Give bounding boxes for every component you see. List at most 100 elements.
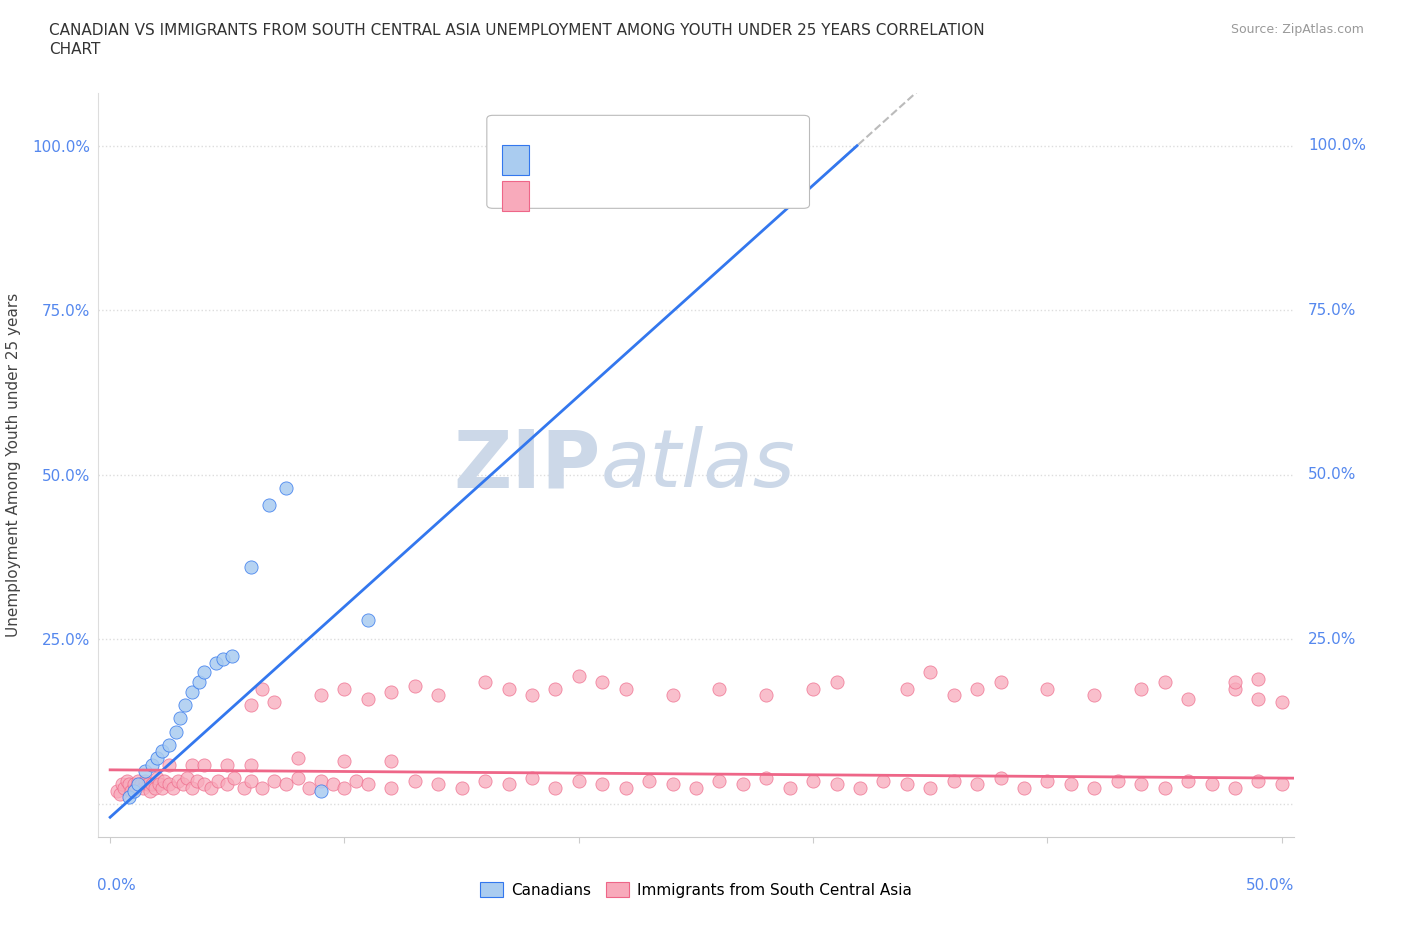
- Point: [165, 724, 187, 739]
- Point: [755, 770, 778, 785]
- Point: [709, 682, 731, 697]
- Point: [125, 780, 148, 795]
- Point: [122, 783, 145, 798]
- Point: [591, 675, 613, 690]
- Point: [614, 682, 637, 697]
- Point: [181, 757, 204, 772]
- Point: [474, 675, 496, 690]
- Point: [1012, 780, 1035, 795]
- Point: [143, 780, 166, 795]
- Point: [709, 774, 731, 789]
- Point: [427, 688, 450, 703]
- Point: [520, 770, 543, 785]
- Point: [1036, 682, 1059, 697]
- Point: [174, 698, 197, 712]
- Text: Source: ZipAtlas.com: Source: ZipAtlas.com: [1230, 23, 1364, 36]
- Point: [157, 777, 180, 791]
- Point: [150, 780, 173, 795]
- Point: [169, 711, 191, 726]
- Point: [380, 684, 402, 699]
- Point: [942, 688, 965, 703]
- Point: [134, 764, 156, 778]
- Point: [204, 655, 226, 670]
- Point: [146, 770, 169, 785]
- Point: [239, 774, 262, 789]
- Point: [309, 688, 332, 703]
- Point: [132, 780, 155, 795]
- Point: [157, 757, 180, 772]
- Point: [287, 770, 309, 785]
- Point: [1177, 691, 1199, 706]
- Point: [380, 780, 402, 795]
- Point: [153, 774, 176, 789]
- Point: [568, 774, 591, 789]
- Point: [638, 774, 661, 789]
- Point: [1130, 682, 1153, 697]
- Text: atlas: atlas: [600, 426, 796, 504]
- Text: 22: 22: [678, 136, 702, 153]
- Point: [404, 678, 426, 693]
- Text: 0.813: 0.813: [592, 136, 644, 153]
- Point: [1247, 774, 1270, 789]
- Point: [896, 682, 918, 697]
- Point: [221, 648, 243, 663]
- Point: [333, 754, 356, 769]
- Text: 25.0%: 25.0%: [1308, 632, 1357, 647]
- FancyBboxPatch shape: [502, 145, 529, 175]
- Point: [1271, 695, 1294, 710]
- Point: [252, 780, 274, 795]
- Point: [239, 698, 262, 712]
- Point: [990, 770, 1012, 785]
- Text: 125: 125: [678, 172, 713, 190]
- Point: [896, 777, 918, 791]
- Point: [111, 777, 134, 791]
- Point: [263, 774, 285, 789]
- Point: [172, 777, 194, 791]
- Point: [614, 780, 637, 795]
- Point: [259, 497, 281, 512]
- Text: 50.0%: 50.0%: [1308, 468, 1357, 483]
- Point: [274, 777, 297, 791]
- FancyBboxPatch shape: [486, 115, 810, 208]
- Point: [176, 770, 198, 785]
- Point: [224, 770, 246, 785]
- Point: [181, 780, 204, 795]
- Point: [105, 783, 128, 798]
- Point: [544, 682, 567, 697]
- Legend: Canadians, Immigrants from South Central Asia: Canadians, Immigrants from South Central…: [474, 875, 918, 904]
- Point: [136, 777, 159, 791]
- Point: [357, 612, 380, 627]
- Point: [872, 774, 894, 789]
- Y-axis label: Unemployment Among Youth under 25 years: Unemployment Among Youth under 25 years: [6, 293, 21, 637]
- Point: [1107, 774, 1129, 789]
- Point: [120, 783, 142, 798]
- Point: [333, 780, 356, 795]
- Point: [520, 688, 543, 703]
- Point: [661, 777, 683, 791]
- Text: 0.0%: 0.0%: [97, 878, 136, 893]
- Point: [1153, 780, 1175, 795]
- Point: [122, 777, 145, 791]
- Point: [1223, 682, 1246, 697]
- Point: [1247, 671, 1270, 686]
- Text: 50.0%: 50.0%: [1246, 878, 1295, 893]
- Point: [118, 790, 141, 805]
- Point: [217, 757, 239, 772]
- Text: 100.0%: 100.0%: [1308, 139, 1365, 153]
- Point: [239, 757, 262, 772]
- Point: [162, 780, 184, 795]
- Point: [1060, 777, 1083, 791]
- Point: [193, 665, 215, 680]
- Point: [661, 688, 683, 703]
- Point: [232, 780, 254, 795]
- Point: [1223, 675, 1246, 690]
- Point: [118, 777, 141, 791]
- Point: [322, 777, 344, 791]
- Text: CANADIAN VS IMMIGRANTS FROM SOUTH CENTRAL ASIA UNEMPLOYMENT AMONG YOUTH UNDER 25: CANADIAN VS IMMIGRANTS FROM SOUTH CENTRA…: [49, 23, 984, 38]
- Point: [181, 684, 204, 699]
- Point: [193, 777, 215, 791]
- Text: 75.0%: 75.0%: [1308, 303, 1357, 318]
- Point: [207, 774, 229, 789]
- Point: [427, 777, 450, 791]
- FancyBboxPatch shape: [502, 181, 529, 211]
